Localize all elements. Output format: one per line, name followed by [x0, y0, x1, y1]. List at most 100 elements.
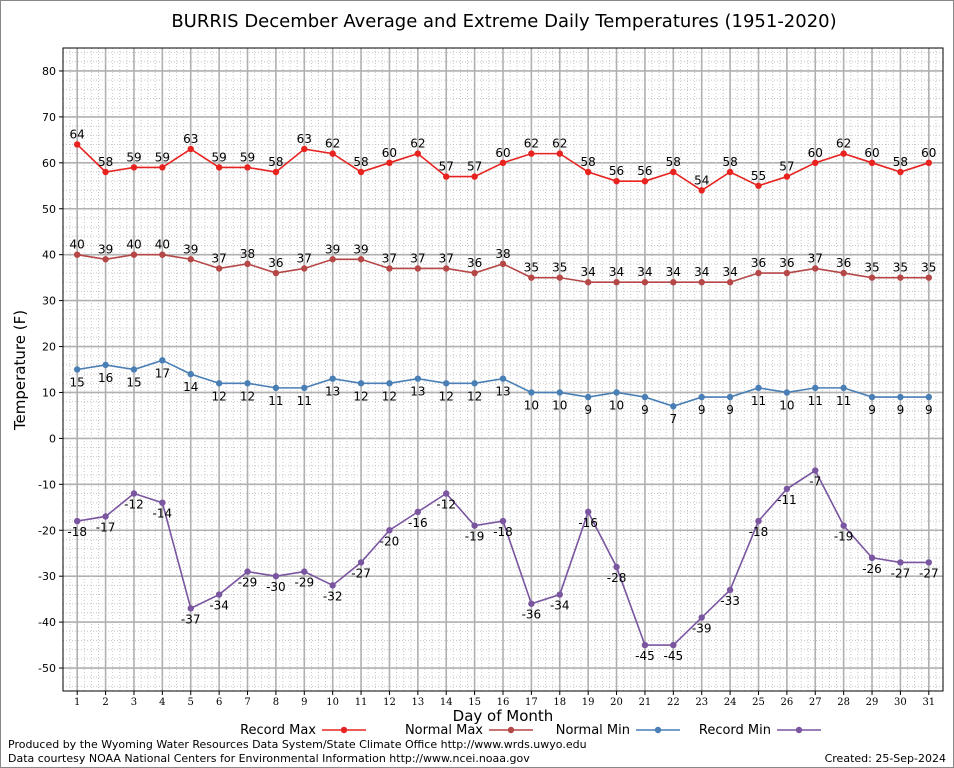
data-label: -34	[209, 599, 229, 613]
data-point	[73, 141, 81, 148]
data-label: -30	[266, 580, 286, 594]
data-label: 57	[439, 160, 454, 174]
data-point	[528, 389, 535, 396]
data-point	[755, 517, 762, 525]
data-label: 35	[864, 261, 879, 275]
data-point	[925, 159, 933, 167]
data-point	[812, 384, 819, 392]
data-label: -7	[809, 475, 821, 489]
data-label: 13	[325, 385, 340, 399]
data-label: -17	[96, 520, 116, 534]
y-axis-label: Temperature (F)	[11, 310, 29, 431]
data-label: -14	[153, 507, 173, 521]
data-label: 11	[297, 394, 312, 408]
data-label: -29	[238, 576, 258, 590]
data-point	[159, 499, 166, 506]
data-label: 35	[893, 261, 908, 275]
data-point	[868, 393, 876, 401]
data-point	[868, 274, 876, 281]
data-point	[159, 357, 166, 364]
data-point	[215, 265, 223, 272]
data-label: 34	[722, 265, 737, 279]
data-label: 58	[98, 155, 113, 169]
y-tick-label: -10	[38, 478, 56, 491]
data-point	[329, 582, 336, 589]
data-label: 38	[495, 247, 510, 261]
data-point	[755, 182, 762, 189]
data-label: 10	[609, 398, 624, 412]
data-label: 60	[921, 146, 936, 160]
data-label: -26	[862, 562, 882, 576]
data-label: 58	[666, 155, 681, 169]
data-point	[755, 269, 762, 277]
y-tick-label: -20	[38, 524, 56, 537]
data-point	[840, 384, 847, 392]
data-point	[357, 256, 365, 263]
data-label: 15	[126, 376, 141, 390]
data-point	[443, 173, 450, 180]
data-label: 62	[410, 137, 425, 151]
data-label: 62	[836, 137, 851, 151]
data-point	[357, 559, 365, 566]
data-label: -19	[834, 530, 854, 544]
legend-swatch-marker	[795, 726, 803, 734]
legend-label: Normal Max	[405, 723, 483, 738]
data-label: 12	[211, 389, 226, 403]
legend-label: Record Min	[699, 723, 771, 738]
x-tick-label: 2	[102, 697, 108, 708]
data-label: 54	[694, 173, 709, 187]
x-tick-label: 22	[667, 697, 680, 708]
data-label: 9	[868, 403, 876, 417]
data-label: -19	[465, 530, 485, 544]
x-tick-label: 3	[131, 697, 137, 708]
data-point	[244, 568, 251, 575]
data-label: 35	[524, 261, 539, 275]
data-label: 13	[410, 385, 425, 399]
data-point	[556, 274, 563, 281]
data-point	[925, 274, 933, 281]
y-tick-label: 40	[42, 249, 56, 262]
data-point	[301, 145, 308, 153]
data-label: -34	[550, 599, 570, 613]
data-label: 37	[410, 251, 425, 265]
data-label: 58	[581, 155, 596, 169]
x-tick-label: 10	[326, 697, 339, 708]
data-point	[471, 380, 478, 387]
data-label: -27	[351, 566, 371, 580]
legend: Record Max Normal Max Normal Min Record Min	[240, 723, 821, 738]
data-label: -12	[124, 498, 144, 512]
data-point	[130, 366, 138, 373]
data-point	[471, 173, 478, 180]
data-label: 62	[524, 137, 539, 151]
x-tick-label: 25	[752, 697, 765, 708]
data-point	[272, 269, 280, 277]
data-label: -32	[323, 589, 343, 603]
data-point	[840, 150, 847, 157]
data-point	[670, 279, 677, 286]
x-tick-label: 28	[837, 697, 850, 708]
data-label: 56	[609, 164, 624, 178]
x-tick-label: 19	[582, 697, 595, 708]
data-label: 37	[382, 251, 397, 265]
data-point	[783, 173, 791, 180]
data-point	[244, 260, 251, 268]
data-point	[698, 279, 705, 286]
data-label: 12	[439, 389, 454, 403]
legend-swatch-marker	[507, 726, 515, 734]
y-tick-label: 10	[42, 386, 56, 399]
x-tick-label: 15	[468, 697, 481, 708]
data-point	[187, 256, 194, 263]
data-point	[301, 568, 308, 575]
data-point	[244, 164, 251, 171]
x-tick-label: 21	[639, 697, 652, 708]
data-point	[641, 393, 649, 401]
data-point	[783, 269, 791, 277]
data-point	[868, 159, 876, 167]
data-point	[812, 159, 819, 167]
data-label: 59	[126, 150, 141, 164]
data-point	[130, 251, 138, 258]
data-point	[641, 641, 649, 649]
data-point	[897, 393, 904, 401]
x-tick-label: 13	[411, 697, 424, 708]
